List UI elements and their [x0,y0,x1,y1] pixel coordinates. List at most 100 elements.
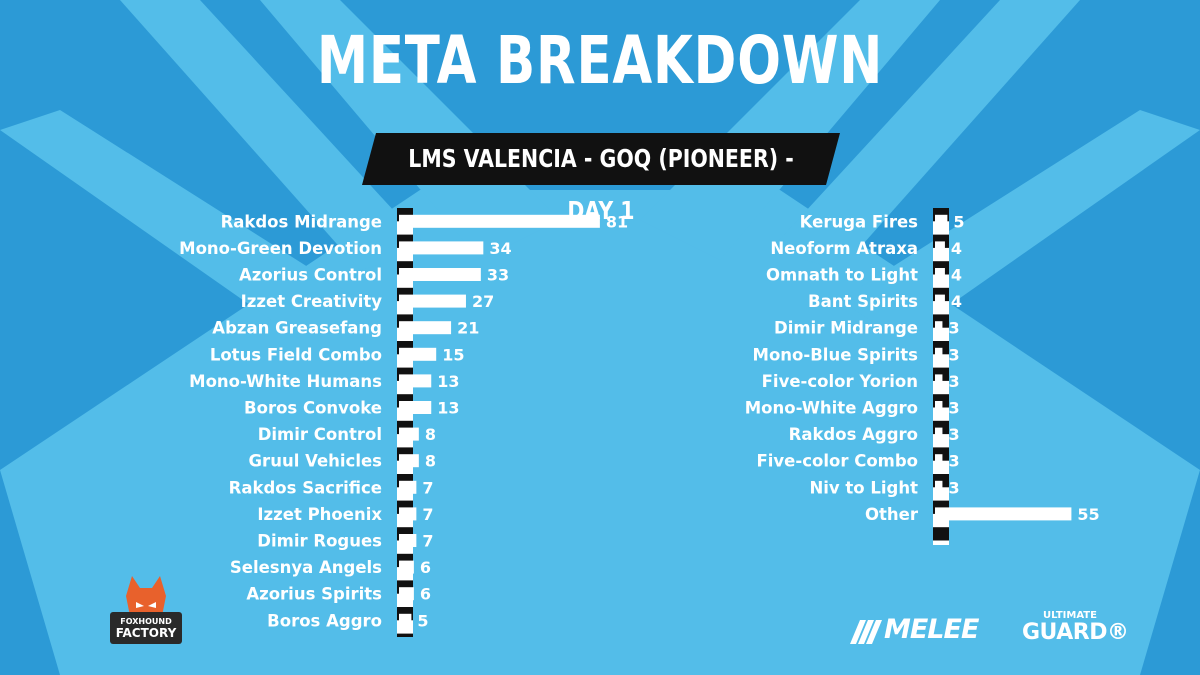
category-label: Azorius Spirits [246,585,382,604]
category-label: Five-color Combo [757,452,919,471]
value-label: 3 [948,478,959,497]
category-label: Dimir Control [258,425,382,444]
category-label: Neoform Atraxa [770,239,918,258]
value-label: 3 [948,399,959,418]
category-label: Selesnya Angels [230,558,382,577]
bar [935,427,943,441]
bar [399,294,466,308]
category-label: Boros Aggro [267,611,382,630]
category-label: Five-color Yorion [762,372,918,391]
bar [399,347,437,361]
value-label: 55 [1077,505,1099,524]
category-label: Niv to Light [809,478,918,497]
value-label: 5 [953,212,964,231]
fox-icon [110,576,182,644]
bar [935,268,945,281]
category-label: Rakdos Aggro [789,425,918,444]
value-label: 4 [951,239,962,258]
category-label: Rakdos Sacrifice [229,478,382,497]
value-label: 13 [437,399,459,418]
bar [935,401,943,414]
bar [399,534,417,547]
value-label: 15 [442,345,464,364]
category-label: Other [865,505,919,524]
category-label: Azorius Control [239,266,382,285]
value-label: 33 [487,266,509,285]
category-label: Bant Spirits [808,292,918,311]
category-label: Izzet Creativity [241,292,383,311]
value-label: 3 [948,425,959,444]
bar [935,374,943,388]
ultimate-guard-logo-line1: ULTIMATE [1043,610,1097,621]
value-label: 4 [951,266,962,285]
value-label: 3 [948,345,959,364]
bar [399,214,600,228]
subtitle-text: LMS VALENCIA - GOQ (PIONEER) - DAY 1 [408,144,794,225]
value-label: 21 [457,319,479,338]
bar [399,613,412,627]
category-label: Mono-Green Devotion [179,239,382,258]
bar [935,347,943,361]
bar [935,454,943,468]
value-label: 13 [437,372,459,391]
category-label: Boros Convoke [244,399,382,418]
foxhound-logo-line1: FOXHOUND [120,617,172,626]
bar [935,294,945,308]
bar [399,268,481,281]
category-label: Izzet Phoenix [257,505,382,524]
value-label: 8 [425,452,436,471]
value-label: 7 [422,532,433,551]
bar [399,427,419,441]
value-label: 3 [948,319,959,338]
bar [935,241,945,255]
category-label: Dimir Midrange [774,319,918,338]
value-label: 6 [420,585,431,604]
ultimate-guard-logo-line2: GUARD® [1022,620,1129,645]
bar [935,507,1072,521]
category-label: Rakdos Midrange [221,212,382,231]
category-label: Dimir Rogues [257,532,382,551]
bar [399,241,484,255]
bar [399,507,417,521]
category-label: Mono-Blue Spirits [753,345,919,364]
value-label: 34 [489,239,511,258]
value-label: 27 [472,292,494,311]
bar [935,480,943,494]
foxhound-logo-line2: FACTORY [115,626,177,640]
category-label: Mono-White Humans [189,372,382,391]
page-subtitle: LMS VALENCIA - GOQ (PIONEER) - DAY 1 [362,133,840,225]
melee-logo-text: MELEE [884,614,979,645]
category-label: Keruga Fires [800,212,919,231]
category-label: Lotus Field Combo [210,345,382,364]
value-label: 8 [425,425,436,444]
value-label: 3 [948,452,959,471]
bar [399,454,419,468]
category-label: Mono-White Aggro [745,399,918,418]
bar [935,321,943,335]
value-label: 3 [948,372,959,391]
melee-stripes-icon [850,620,882,644]
bar [935,214,948,228]
bar [399,480,417,494]
page-title: META BREAKDOWN [316,22,884,99]
value-label: 7 [422,478,433,497]
bar [399,321,452,335]
bar [399,560,414,574]
category-label: Abzan Greasefang [212,319,382,338]
value-label: 4 [951,292,962,311]
value-label: 81 [606,212,628,231]
bar [399,587,414,601]
subtitle-band [362,133,840,185]
axis-dash [397,633,413,637]
value-label: 5 [417,611,428,630]
category-label: Omnath to Light [766,266,918,285]
bar [399,374,432,388]
value-label: 7 [422,505,433,524]
axis-dash [933,527,949,541]
bar [399,401,432,414]
category-label: Gruul Vehicles [249,452,383,471]
value-label: 6 [420,558,431,577]
